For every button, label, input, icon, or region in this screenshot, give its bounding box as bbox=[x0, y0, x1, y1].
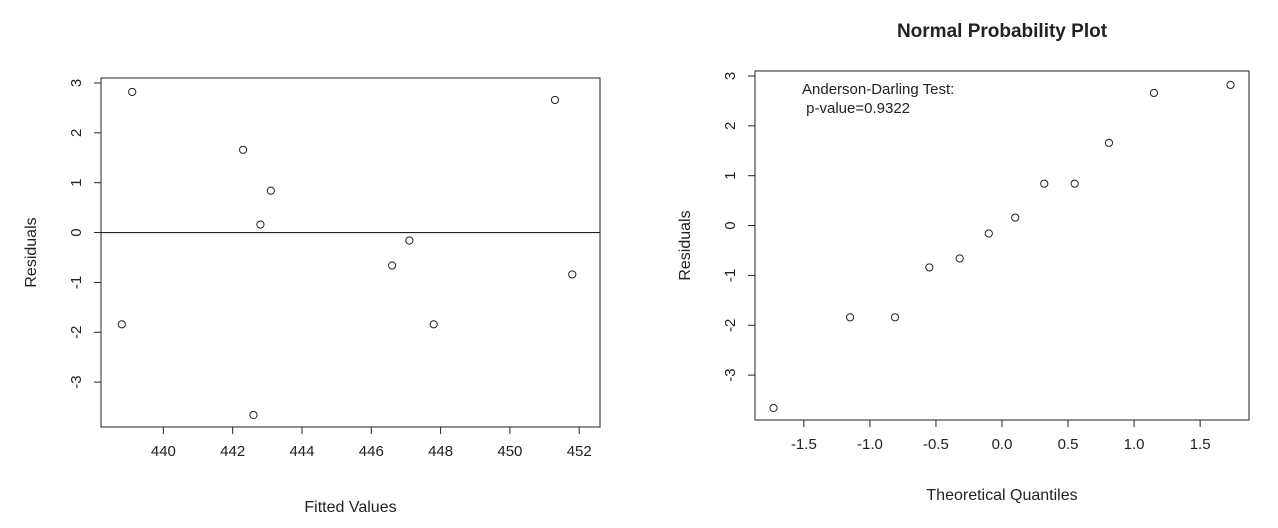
data-point bbox=[1011, 213, 1020, 222]
x-axis-label: Fitted Values bbox=[304, 499, 396, 516]
x-tick-label: 448 bbox=[428, 443, 453, 460]
data-point bbox=[238, 145, 248, 154]
chart-title: Normal Probability Plot bbox=[897, 21, 1108, 42]
x-tick-label: -0.5 bbox=[923, 436, 949, 453]
data-point bbox=[1070, 179, 1079, 188]
y-tick-label: -2 bbox=[68, 326, 85, 339]
y-tick-label: 2 bbox=[722, 122, 739, 130]
data-point bbox=[846, 313, 855, 322]
chart-panel-2: -1.5 -1.0 -0.5 0.0 0.5 1.0 1.5 -3 -2 -1 0 1 2 3 Theore… bbox=[677, 21, 1250, 504]
data-point bbox=[128, 87, 137, 97]
x-tick-label: 452 bbox=[567, 443, 592, 460]
x-tick-label: -1.0 bbox=[857, 436, 883, 453]
x-tick-label: 1.0 bbox=[1124, 436, 1145, 453]
data-point bbox=[550, 95, 560, 105]
y-tick-label: -3 bbox=[722, 368, 739, 381]
data-point bbox=[769, 403, 778, 413]
y-tick-label: -1 bbox=[722, 269, 739, 282]
data-point bbox=[117, 320, 126, 329]
y-tick-label: 3 bbox=[68, 79, 85, 87]
x-tick-label: 0.0 bbox=[992, 436, 1013, 453]
data-point bbox=[249, 410, 258, 420]
data-point bbox=[568, 270, 577, 279]
data-point bbox=[925, 263, 934, 272]
y-tick-label: 1 bbox=[68, 179, 85, 187]
y-tick-label: -3 bbox=[68, 375, 85, 388]
y-tick-label: 2 bbox=[68, 129, 85, 137]
annotation-line: p-value=0.9322 bbox=[802, 100, 910, 117]
plot-frame bbox=[754, 70, 1250, 421]
y-axis-label: Residuals bbox=[23, 217, 40, 287]
y-tick-label: -2 bbox=[722, 319, 739, 332]
data-point bbox=[405, 236, 414, 245]
data-point bbox=[429, 320, 438, 329]
y-tick-label: -1 bbox=[68, 276, 85, 289]
x-tick-label: 1.5 bbox=[1190, 436, 1211, 453]
x-tick-label: 0.5 bbox=[1058, 436, 1079, 453]
data-point bbox=[387, 261, 397, 270]
data-point bbox=[955, 254, 964, 263]
x-tick-label: 450 bbox=[497, 443, 522, 460]
y-axis-label: Residuals bbox=[677, 210, 694, 280]
y-tick-label: 1 bbox=[722, 172, 739, 180]
data-point bbox=[1149, 88, 1158, 98]
plot-frame bbox=[100, 77, 601, 428]
data-point bbox=[984, 229, 993, 238]
data-point bbox=[1104, 138, 1114, 147]
y-tick-label: 0 bbox=[68, 228, 85, 236]
data-point bbox=[1226, 80, 1235, 90]
x-tick-label: 440 bbox=[151, 443, 176, 460]
data-point bbox=[256, 220, 265, 229]
x-tick-label: -1.5 bbox=[791, 436, 817, 453]
y-tick-label: 3 bbox=[722, 72, 739, 80]
annotation-line: Anderson-Darling Test: bbox=[802, 81, 954, 98]
x-tick-label: 446 bbox=[359, 443, 384, 460]
data-point bbox=[266, 186, 275, 195]
x-tick-label: 444 bbox=[289, 443, 314, 460]
x-tick-label: 442 bbox=[220, 443, 245, 460]
data-point bbox=[1040, 179, 1049, 188]
x-axis-label: Theoretical Quantiles bbox=[926, 487, 1077, 504]
chart-panel-1: 440 442 444 446 448 450 452 -3 -2 -1 0 1 2 3 Fitted Va… bbox=[23, 77, 601, 516]
y-tick-label: 0 bbox=[722, 221, 739, 229]
data-point bbox=[890, 313, 900, 322]
